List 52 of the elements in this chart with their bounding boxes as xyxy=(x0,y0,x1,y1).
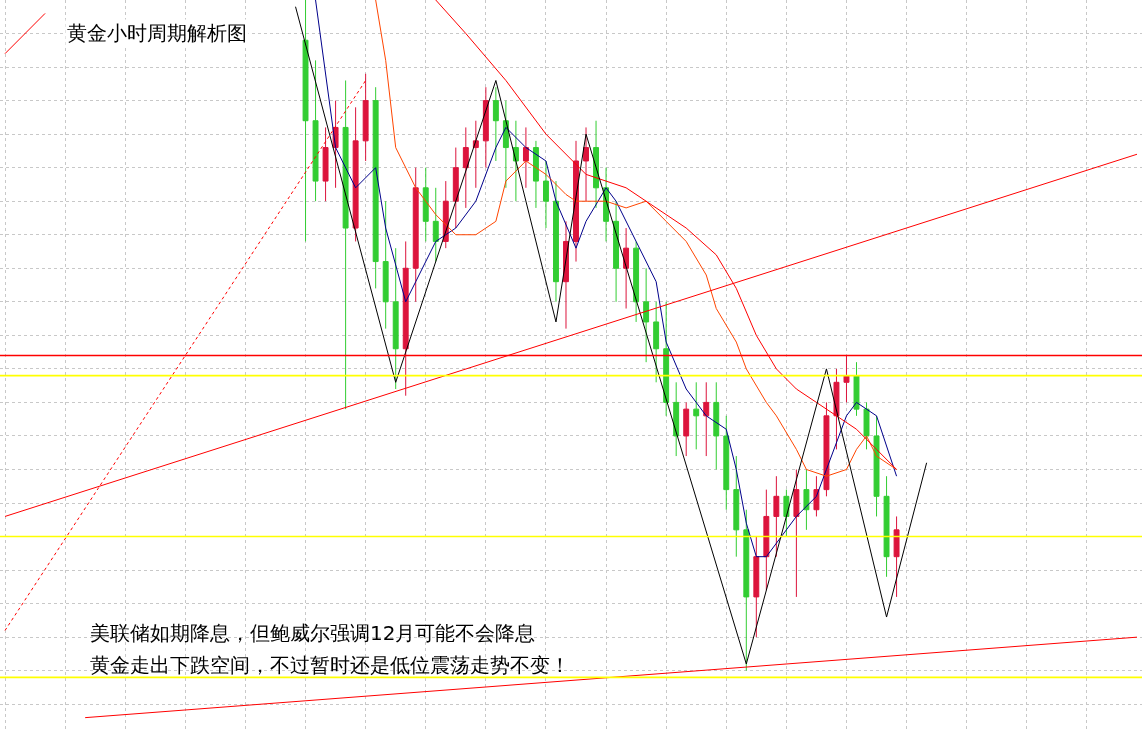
candlestick xyxy=(543,160,549,229)
candlestick xyxy=(643,267,650,363)
candlestick xyxy=(482,86,489,169)
candlestick xyxy=(532,140,539,209)
candlestick xyxy=(322,126,329,202)
candlestick xyxy=(863,401,870,450)
candlestick xyxy=(713,381,720,470)
candlestick xyxy=(663,301,670,417)
candlestick xyxy=(382,200,389,330)
candlestick xyxy=(412,167,419,303)
text: 黄金小时周期解析图 xyxy=(67,21,247,45)
candlestick xyxy=(553,180,559,303)
candlestick xyxy=(843,354,850,403)
candlestick xyxy=(653,301,660,383)
candlestick xyxy=(623,227,630,310)
candlestick xyxy=(693,381,700,450)
candlestick xyxy=(683,401,690,457)
candlestick xyxy=(342,79,349,410)
candlestick xyxy=(883,475,890,578)
candlestick xyxy=(372,86,379,289)
candlestick xyxy=(402,240,409,397)
candlestick xyxy=(432,187,439,263)
candlestick xyxy=(392,247,399,390)
candlestick xyxy=(492,86,499,162)
annotation: 黄金走出下跌空间，不过暂时还是低位震荡走势不变！ xyxy=(90,653,570,677)
candlestick xyxy=(803,468,810,531)
candlestick xyxy=(733,455,740,558)
candlestick xyxy=(613,200,620,303)
candlestick xyxy=(472,120,479,189)
candlestick xyxy=(352,106,359,242)
candlestick xyxy=(462,126,469,209)
candlestick xyxy=(673,381,680,457)
candlestick xyxy=(302,0,309,242)
candlestick xyxy=(703,381,710,457)
candlestick xyxy=(362,73,369,162)
candlestick xyxy=(512,120,519,202)
candlestick xyxy=(743,509,750,672)
candlestick xyxy=(853,361,860,417)
candlestick xyxy=(522,126,529,189)
candlestick xyxy=(452,147,459,229)
candlestick xyxy=(723,415,730,511)
candlestick xyxy=(753,536,760,638)
candlestick xyxy=(823,401,830,497)
candlestick xyxy=(893,515,900,598)
candlestick xyxy=(312,59,319,202)
candlestick xyxy=(793,468,800,598)
candlestick xyxy=(633,240,640,323)
candlestick xyxy=(422,167,429,242)
candlestick xyxy=(873,415,880,517)
annotation: 美联储如期降息，但鲍威尔强调12月可能不会降息 xyxy=(90,621,536,645)
candlestick xyxy=(773,475,780,558)
candlestick xyxy=(583,126,589,202)
